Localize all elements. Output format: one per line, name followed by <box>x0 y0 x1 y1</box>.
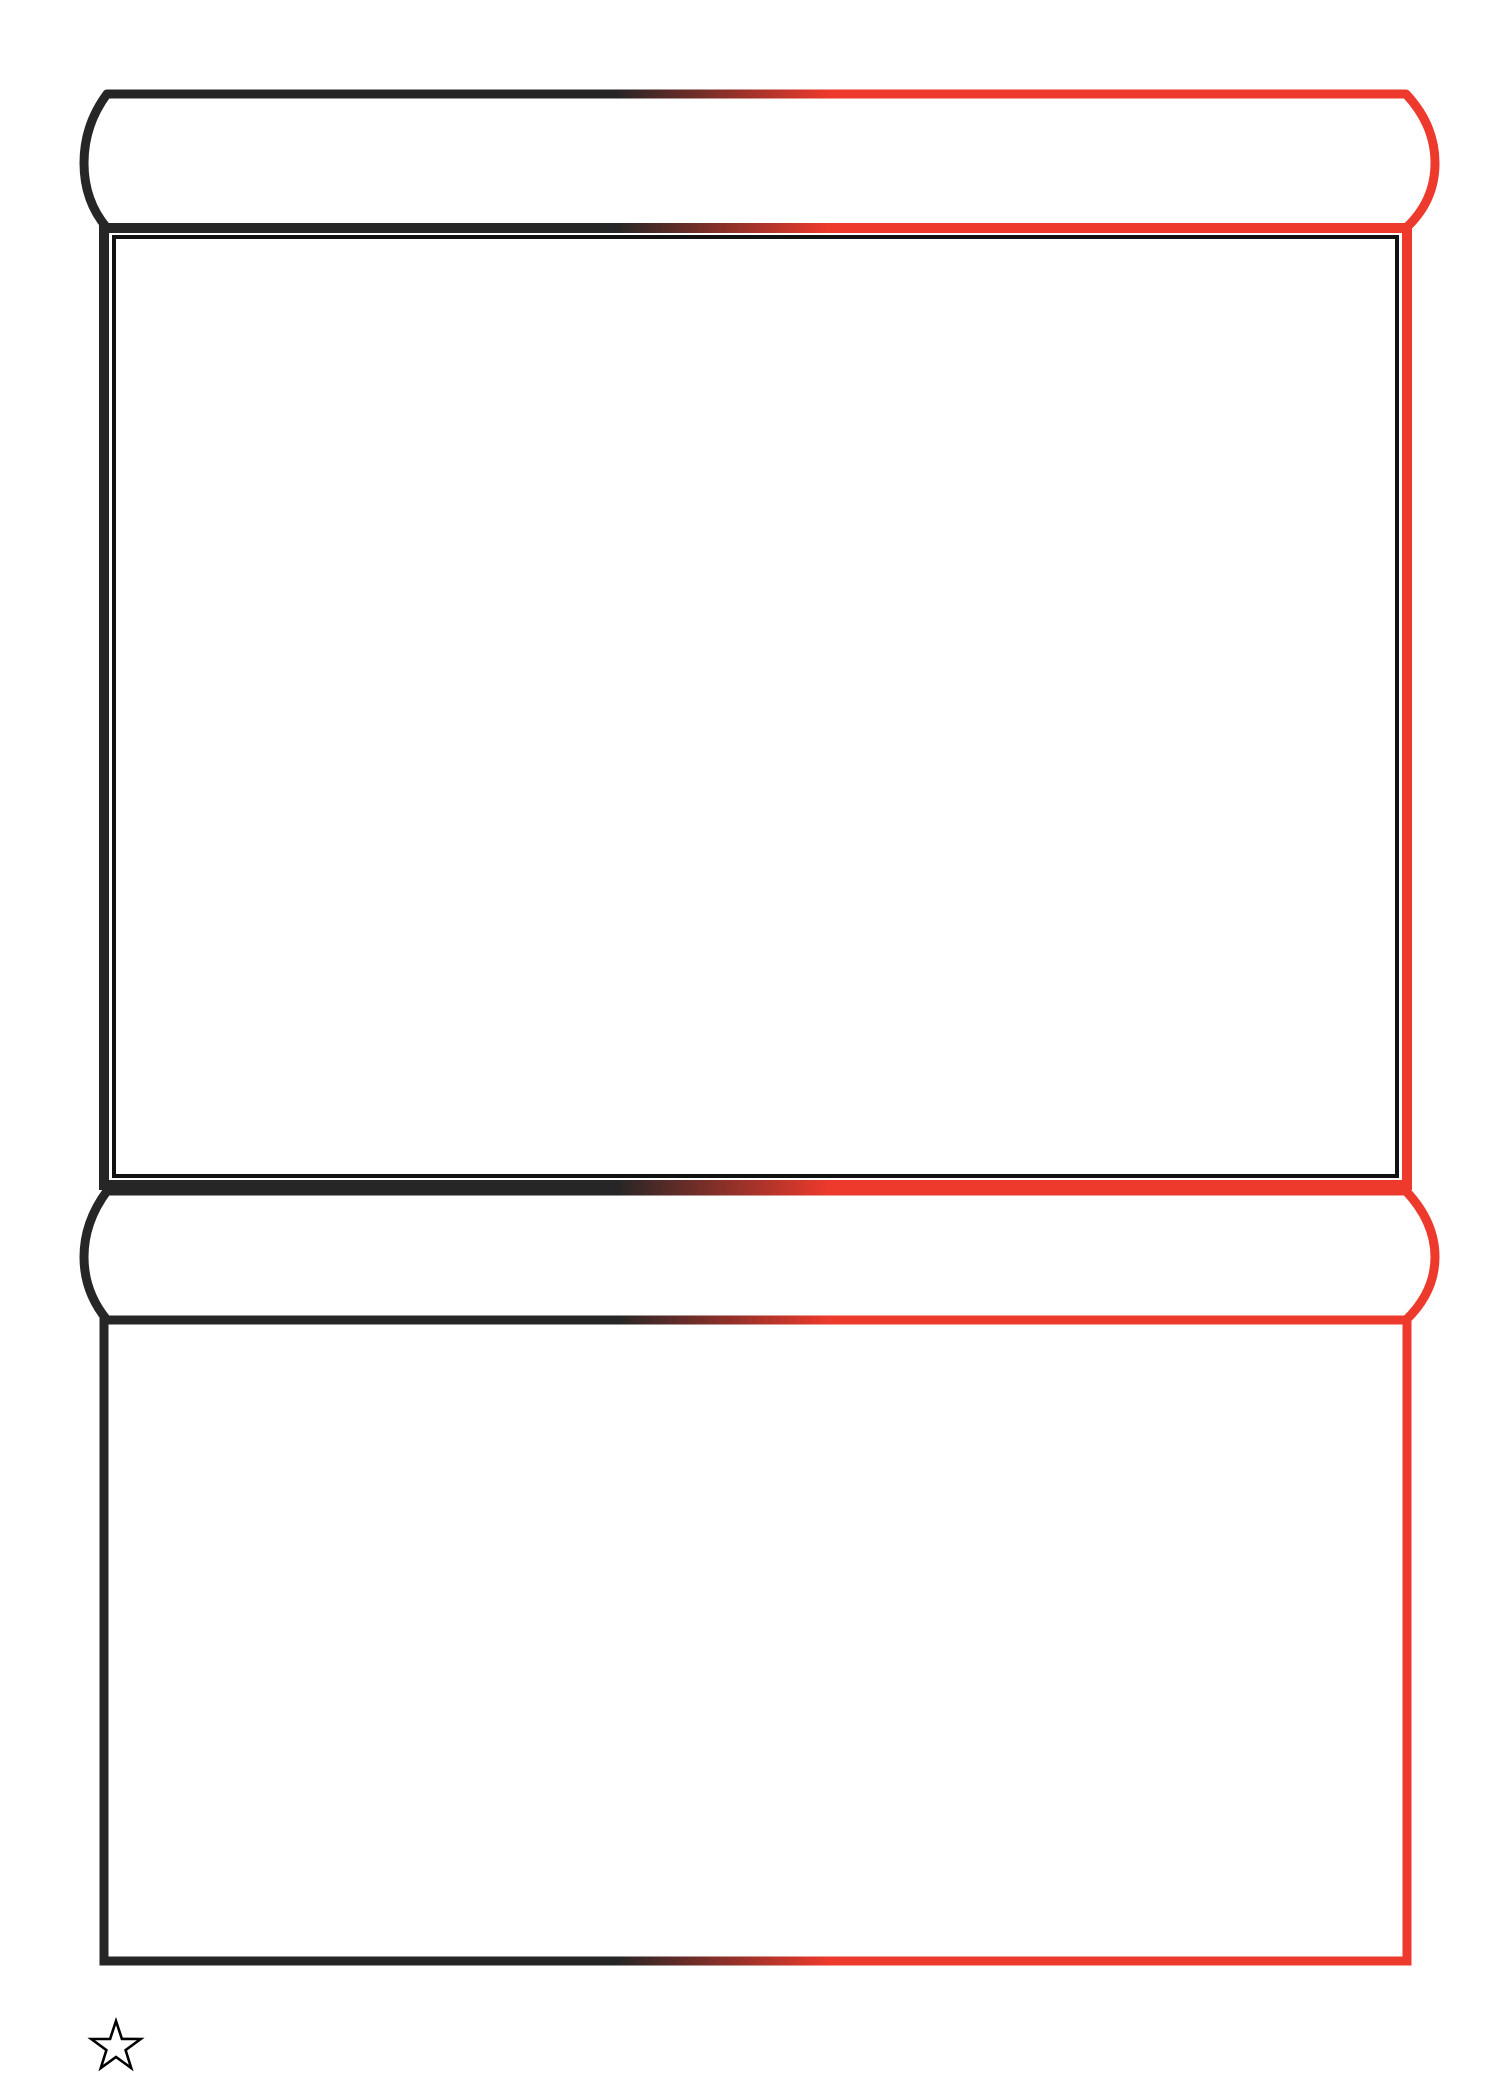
middle-banner <box>79 1186 1440 1325</box>
upper-panel <box>112 235 1399 1178</box>
star-outline-icon <box>87 2016 145 2072</box>
header-banner <box>79 89 1440 233</box>
upper-panel-frame <box>99 223 1412 1190</box>
lower-panel <box>99 1315 1412 1966</box>
